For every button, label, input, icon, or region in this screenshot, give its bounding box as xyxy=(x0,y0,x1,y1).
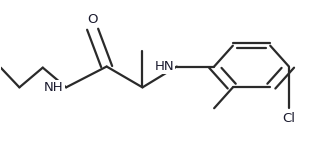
Text: HN: HN xyxy=(155,60,174,73)
Text: Cl: Cl xyxy=(282,111,295,124)
Text: NH: NH xyxy=(44,81,64,94)
Text: O: O xyxy=(87,13,98,26)
